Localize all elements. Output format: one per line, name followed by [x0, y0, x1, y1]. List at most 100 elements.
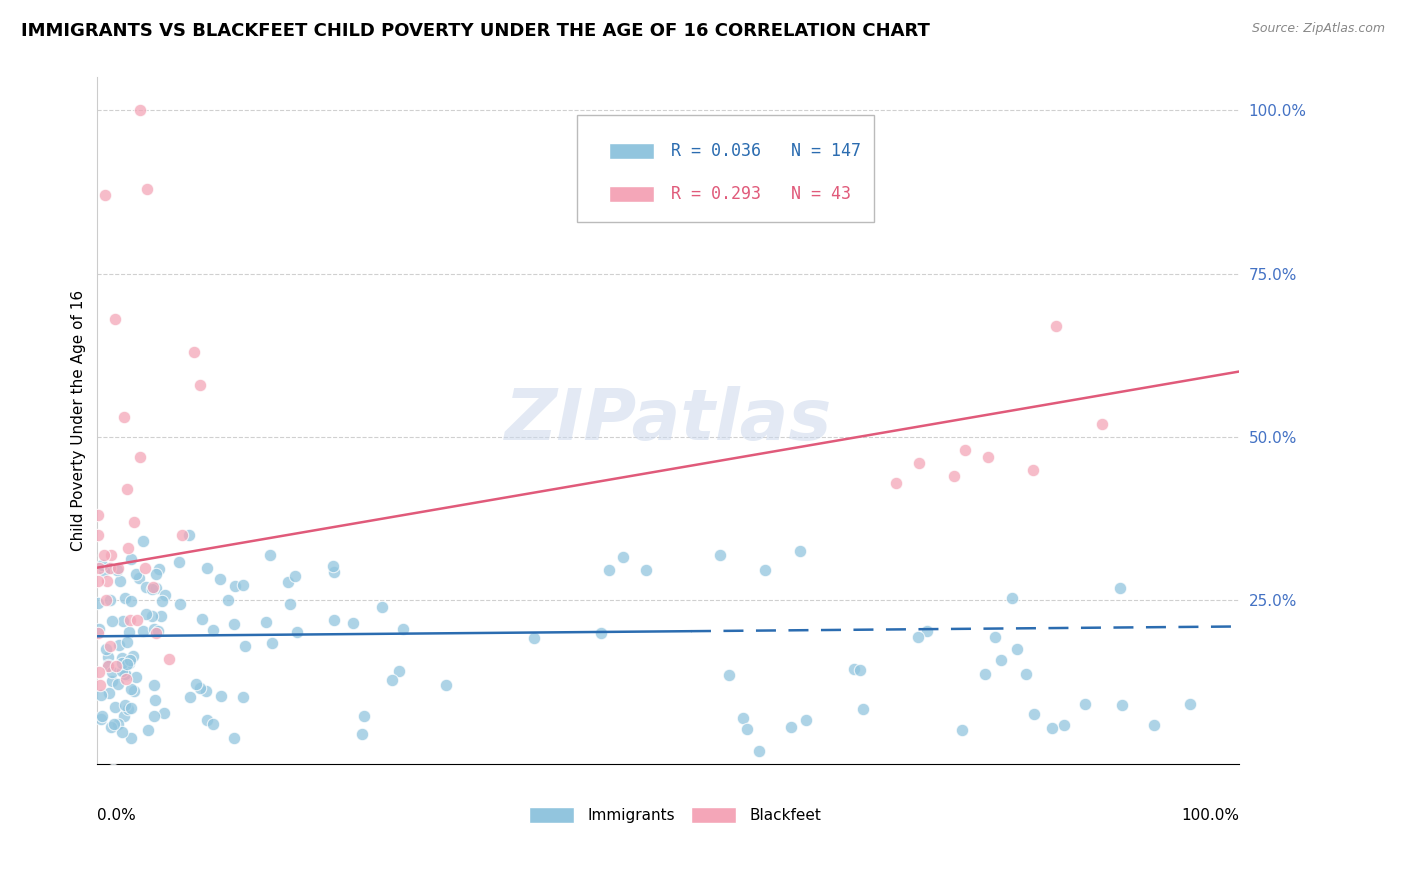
Point — [780, 720, 803, 734]
Point — [748, 744, 770, 758]
Point — [114, 591, 136, 605]
Point — [107, 716, 129, 731]
Point — [87, 528, 110, 542]
Point — [101, 615, 124, 629]
Text: Source: ZipAtlas.com: Source: ZipAtlas.com — [1251, 22, 1385, 36]
FancyBboxPatch shape — [609, 143, 654, 159]
FancyBboxPatch shape — [609, 186, 654, 202]
Point — [145, 626, 167, 640]
Point — [120, 731, 142, 745]
Point — [886, 475, 908, 490]
Point — [731, 711, 754, 725]
Point — [118, 613, 141, 627]
Point — [145, 582, 167, 596]
FancyBboxPatch shape — [529, 807, 574, 823]
Point — [917, 624, 939, 639]
Point — [1108, 581, 1130, 595]
Point — [98, 592, 121, 607]
Point — [122, 649, 145, 664]
Point — [1007, 642, 1029, 657]
Point — [323, 613, 346, 627]
Point — [179, 690, 201, 704]
Point — [97, 560, 120, 574]
Point — [115, 635, 138, 649]
Point — [97, 650, 120, 665]
Point — [209, 690, 232, 704]
Text: IMMIGRANTS VS BLACKFEET CHILD POVERTY UNDER THE AGE OF 16 CORRELATION CHART: IMMIGRANTS VS BLACKFEET CHILD POVERTY UN… — [21, 22, 929, 40]
Point — [100, 674, 122, 689]
Point — [145, 692, 167, 706]
Point — [128, 571, 150, 585]
Point — [392, 622, 415, 636]
Point — [735, 722, 758, 736]
Point — [388, 664, 411, 678]
Point — [353, 709, 375, 723]
Point — [136, 723, 159, 738]
Point — [145, 567, 167, 582]
Point — [111, 651, 134, 665]
Point — [188, 377, 211, 392]
Point — [202, 623, 225, 637]
Point — [1074, 698, 1097, 712]
Point — [111, 665, 134, 679]
Point — [96, 641, 118, 656]
Point — [1178, 698, 1201, 712]
Point — [90, 558, 112, 572]
Point — [370, 599, 392, 614]
Point — [169, 597, 191, 611]
Point — [98, 560, 121, 574]
Point — [224, 579, 246, 593]
Point — [754, 563, 776, 577]
Point — [97, 657, 120, 672]
Point — [87, 626, 110, 640]
Point — [114, 698, 136, 712]
Point — [1022, 462, 1045, 476]
Point — [953, 442, 976, 457]
Point — [322, 558, 344, 573]
Point — [1015, 667, 1038, 681]
Text: ZIPatlas: ZIPatlas — [505, 386, 832, 455]
Point — [709, 548, 731, 562]
Point — [1143, 718, 1166, 732]
Point — [107, 560, 129, 574]
Point — [194, 683, 217, 698]
Point — [94, 188, 117, 202]
Point — [111, 725, 134, 739]
Point — [973, 667, 995, 681]
Text: R = 0.293   N = 43: R = 0.293 N = 43 — [671, 186, 851, 203]
Point — [129, 450, 152, 464]
Point — [1045, 318, 1067, 333]
Point — [636, 563, 658, 577]
Point — [232, 577, 254, 591]
Point — [1022, 707, 1045, 722]
Point — [195, 560, 218, 574]
Point — [108, 574, 131, 588]
Point — [87, 560, 110, 574]
Point — [114, 672, 136, 686]
Point — [89, 770, 111, 784]
Point — [434, 678, 457, 692]
Point — [142, 709, 165, 723]
Point — [285, 625, 308, 640]
Point — [169, 555, 191, 569]
Point — [90, 688, 112, 702]
Point — [98, 639, 121, 653]
Point — [111, 657, 134, 671]
Point — [157, 652, 180, 666]
Point — [1091, 417, 1114, 431]
Point — [143, 678, 166, 692]
Point — [141, 582, 163, 596]
Point — [990, 652, 1012, 666]
Point — [142, 622, 165, 636]
Point — [129, 103, 152, 117]
Point — [323, 565, 346, 579]
Point — [94, 593, 117, 607]
Point — [172, 528, 194, 542]
Point — [908, 456, 931, 470]
Point — [153, 588, 176, 602]
Point — [125, 670, 148, 684]
Point — [101, 764, 124, 778]
Point — [148, 562, 170, 576]
Text: 0.0%: 0.0% — [97, 808, 136, 823]
Point — [589, 626, 612, 640]
